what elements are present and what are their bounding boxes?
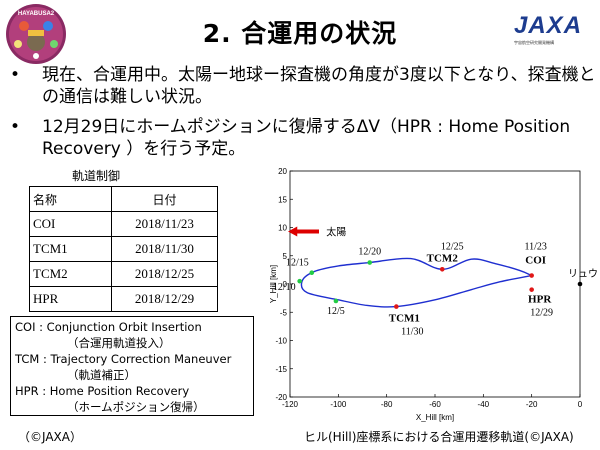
table-row: COI 2018/11/23	[29, 211, 218, 237]
x-tick-label: -80	[381, 400, 393, 409]
maneuver-point-tcm2	[439, 267, 445, 272]
maneuver-schedule-table: 名称 日付 COI 2018/11/23 TCM1 2018/11/30 TCM…	[29, 186, 218, 312]
cell-date: 2018/12/25	[111, 261, 218, 287]
ryugu-label: リュウグウ	[568, 267, 598, 280]
cell-date: 2018/11/23	[111, 211, 218, 237]
trajectory-date-point	[333, 298, 339, 304]
bullet-text: 現在、合運用中。太陽ー地球ー探査機の角度が3度以下となり、探査機との通信は難しい…	[42, 65, 596, 107]
y-tick-label: 20	[278, 167, 287, 176]
page-title: 2. 合運用の状況	[202, 19, 398, 48]
cell-date: 2018/12/29	[111, 286, 218, 312]
y-tick-label: 0	[283, 280, 288, 289]
table-row: TCM1 2018/11/30	[29, 236, 218, 262]
table-header-row: 名称 日付	[29, 186, 218, 212]
x-tick-label: -40	[478, 400, 490, 409]
y-tick-label: -5	[280, 308, 288, 317]
jaxa-subtext: 宇宙航空研究開発機構	[514, 40, 554, 45]
bullet-marker: •	[10, 65, 21, 85]
trajectory-date-label: 12/10	[273, 282, 296, 293]
y-tick-label: -15	[275, 365, 287, 374]
x-tick-label: -60	[429, 400, 441, 409]
table-row: HPR 2018/12/29	[29, 286, 218, 312]
sun-arrow-head	[288, 226, 298, 237]
table-title: 軌道制御	[72, 169, 121, 183]
legend-entry: TCM : Trajectory Correction Maneuver	[15, 352, 232, 366]
x-tick-label: -120	[282, 400, 299, 409]
trajectory-date-point	[309, 270, 315, 275]
maneuver-date-label: 12/25	[441, 241, 464, 252]
maneuver-date-label: 11/23	[524, 242, 546, 253]
cell-name: TCM1	[29, 236, 112, 262]
trajectory-date-label: 12/20	[358, 247, 381, 258]
trajectory-line	[300, 257, 532, 308]
maneuver-point-coi	[529, 273, 534, 278]
sun-label: 太陽	[326, 225, 346, 238]
y-tick-label: -10	[275, 337, 287, 346]
maneuver-date-label: 12/29	[530, 308, 553, 319]
cell-date: 2018/11/30	[111, 236, 218, 262]
legend-entry-translation: （軌道補正）	[67, 368, 136, 382]
y-tick-label: -20	[275, 393, 287, 402]
legend-entry-translation: （ホームポジション復帰）	[67, 400, 205, 414]
maneuver-label: TCM1	[389, 313, 420, 325]
maneuver-label: TCM2	[427, 252, 459, 264]
bullet-text: 12月29日にホームポジションに復帰するΔV（HPR : Home Positi…	[42, 117, 571, 159]
chart-caption: ヒル(Hill)座標系における合運用遷移軌道(©JAXA)	[304, 428, 574, 445]
hayabusa2-mission-logo: HAYABUSA2	[6, 4, 66, 64]
maneuver-label: HPR	[528, 294, 552, 306]
jaxa-wordmark: JAXA	[514, 12, 583, 39]
column-header-name: 名称	[29, 186, 112, 212]
trajectory-date-label: 12/15	[286, 258, 309, 269]
hill-frame-trajectory-chart: -120 -100 -80 -60 -40 -20 0 -20 -15 -10 -5 0 5 10 15 20…	[269, 167, 598, 422]
trajectory-date-point	[297, 278, 302, 284]
cell-name: COI	[29, 211, 112, 237]
maneuver-point-tcm1	[394, 304, 399, 309]
y-axis-label: Y_Hill [km]	[269, 265, 278, 303]
legend-entry-translation: （合運用軌道投入）	[67, 336, 171, 350]
chart-caption-text: ヒル(Hill)座標系における合運用遷移軌道	[304, 430, 525, 444]
jaxa-logo: JAXA 宇宙航空研究開発機構	[514, 12, 596, 52]
x-axis-label: X_Hill [km]	[416, 413, 454, 422]
y-tick-label: 10	[278, 224, 287, 233]
copyright-credit: （©JAXA）	[18, 430, 82, 444]
y-tick-label: 15	[278, 195, 287, 204]
maneuver-date-label: 11/30	[401, 327, 423, 338]
plot-frame	[289, 170, 581, 398]
legend-entry: COI : Conjunction Orbit Insertion	[15, 320, 202, 334]
trajectory-date-label: 12/5	[327, 306, 345, 317]
column-header-date: 日付	[111, 186, 218, 212]
ryugu-point	[577, 281, 583, 287]
bullet-marker: •	[10, 117, 21, 137]
table-row: TCM2 2018/12/25	[29, 261, 218, 287]
y-tick-label: 5	[283, 252, 288, 261]
x-tick-label: -20	[526, 400, 538, 409]
chart-caption-credit: (©JAXA)	[524, 430, 574, 444]
legend-entry: HPR : Home Position Recovery	[15, 384, 190, 398]
svg-text:HAYABUSA2: HAYABUSA2	[18, 11, 55, 17]
cell-name: HPR	[29, 286, 112, 312]
cell-name: TCM2	[29, 261, 112, 287]
maneuver-point-hpr	[529, 287, 534, 292]
x-tick-label: 0	[578, 400, 583, 409]
abbreviation-legend: COI : Conjunction Orbit Insertion （合運用軌道…	[10, 316, 254, 416]
maneuver-label: COI	[525, 255, 546, 267]
trajectory-date-point	[367, 260, 373, 265]
x-tick-label: -100	[330, 400, 347, 409]
